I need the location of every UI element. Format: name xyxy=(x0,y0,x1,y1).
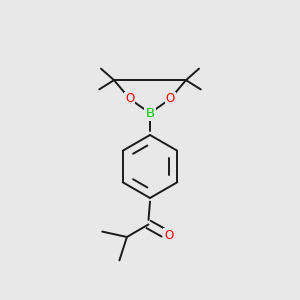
Text: O: O xyxy=(164,229,173,242)
Text: O: O xyxy=(166,92,175,106)
Text: O: O xyxy=(125,92,134,106)
Text: B: B xyxy=(146,106,154,120)
